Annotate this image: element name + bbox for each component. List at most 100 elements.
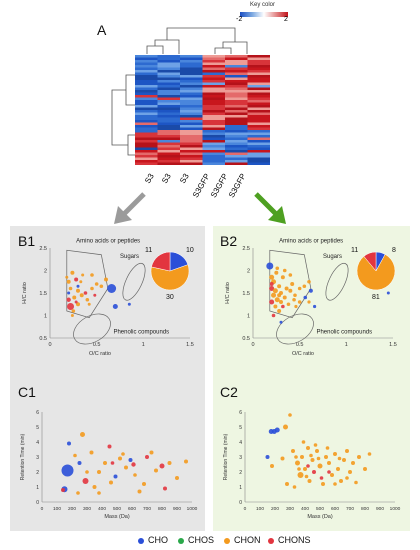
heatmap-cell: [135, 80, 158, 83]
heatmap-cell: [247, 122, 270, 126]
data-point: [279, 320, 283, 324]
heatmap-cell: [202, 77, 226, 81]
x-tick-label: 500: [113, 506, 121, 512]
heatmap-cell: [135, 77, 158, 81]
data-point: [87, 302, 91, 306]
heatmap-cell: [157, 160, 181, 163]
pie-label-chons: 11: [145, 247, 152, 254]
data-point: [303, 295, 308, 300]
y-tick-label: 2: [36, 470, 39, 476]
heatmap-cell: [247, 82, 270, 86]
x-axis-label: O/C ratio: [292, 351, 314, 357]
data-point: [74, 277, 79, 282]
data-point: [71, 309, 76, 313]
heatmap-cell: [180, 95, 203, 98]
heatmap-cell: [180, 140, 203, 143]
heatmap-cell: [202, 122, 226, 126]
data-point: [163, 486, 167, 491]
heatmap-cell: [180, 75, 203, 78]
data-point: [284, 286, 289, 291]
heatmap-cell: [180, 125, 203, 128]
heatmap-cell: [247, 155, 270, 158]
heatmap-cell: [180, 152, 203, 156]
heatmap-cell: [180, 107, 203, 111]
heatmap-cell: [135, 137, 158, 141]
heatmap-cell: [225, 57, 248, 61]
heatmap-cell: [180, 57, 203, 61]
heatmap-cell: [202, 55, 226, 58]
heatmap-cell: [180, 77, 203, 81]
y-tick-label: 0.5: [242, 336, 250, 342]
heatmap-cell: [180, 147, 203, 151]
x-tick-label: 700: [143, 506, 151, 512]
heatmap-cell: [225, 92, 248, 96]
heatmap-cell: [180, 130, 203, 133]
heatmap-cell: [157, 152, 181, 156]
heatmap-cell: [225, 77, 248, 81]
data-point: [271, 292, 277, 298]
heatmap-cell: [135, 147, 158, 151]
data-point: [280, 275, 285, 280]
data-point: [307, 279, 311, 284]
heatmap-cell: [135, 105, 158, 108]
heatmap-cell: [202, 155, 226, 158]
x-tick-label: 100: [53, 506, 61, 512]
heatmap-cell: [180, 112, 203, 116]
heatmap-cell: [202, 127, 226, 131]
heatmap-cell: [180, 87, 203, 91]
amino-acid-region: [269, 249, 312, 319]
data-point: [97, 491, 101, 495]
heatmap-cell: [157, 60, 181, 63]
heatmap-cell: [247, 142, 270, 146]
heatmap-cell: [157, 90, 181, 93]
pie-slice-chons: [363, 251, 377, 272]
heatmap-cell: [157, 92, 181, 96]
x-tick-label: 800: [361, 506, 369, 512]
heatmap-cell: [180, 162, 203, 165]
pie-label-chon: 30: [166, 294, 174, 301]
heatmap-cell: [225, 160, 248, 163]
heatmap-cell: [225, 115, 248, 118]
heatmap-cell: [157, 132, 181, 136]
heatmap-cell: [225, 155, 248, 158]
data-point: [76, 288, 80, 293]
heatmap-cell: [135, 87, 158, 91]
heatmap-cell: [225, 90, 248, 93]
pie-slice-chon: [150, 264, 190, 291]
heatmap-cell: [135, 72, 158, 76]
heatmap-cell: [225, 87, 248, 91]
key-min-label: -2: [236, 16, 243, 23]
heatmap-cell: [225, 80, 248, 83]
heatmap-cell: [135, 152, 158, 156]
x-tick-label: 200: [271, 506, 279, 512]
sample-label: S3: [178, 172, 191, 185]
heatmap-cell: [135, 135, 158, 138]
amino-acid-label: Amino acids or peptides: [279, 239, 343, 245]
x-tick-label: 300: [286, 506, 294, 512]
heatmap-cell: [225, 65, 248, 68]
heatmap-cell: [157, 95, 181, 98]
pie-slice-chon: [356, 254, 396, 291]
legend-cho-label: CHO: [148, 535, 168, 545]
heatmap-cell: [135, 95, 158, 98]
heatmap-cell: [135, 70, 158, 73]
heatmap-cell: [247, 130, 270, 133]
heatmap-cell: [180, 72, 203, 76]
legend-chons-swatch: [268, 537, 274, 544]
heatmap-cell: [157, 100, 181, 103]
key-color-title: Key color: [250, 2, 276, 8]
data-point: [297, 286, 302, 291]
heatmap-cell: [180, 120, 203, 123]
data-point: [90, 286, 94, 291]
data-point: [303, 467, 307, 471]
data-point: [66, 279, 71, 284]
heatmap-cell: [202, 135, 226, 138]
heatmap-cell: [247, 125, 270, 128]
heatmap-cell: [157, 65, 181, 68]
x-tick-label: 200: [68, 506, 76, 512]
x-tick-label: 0.5: [93, 342, 101, 348]
heatmap-cell: [157, 137, 181, 141]
phenolic-region: [276, 313, 314, 345]
x-tick-label: 400: [301, 506, 309, 512]
